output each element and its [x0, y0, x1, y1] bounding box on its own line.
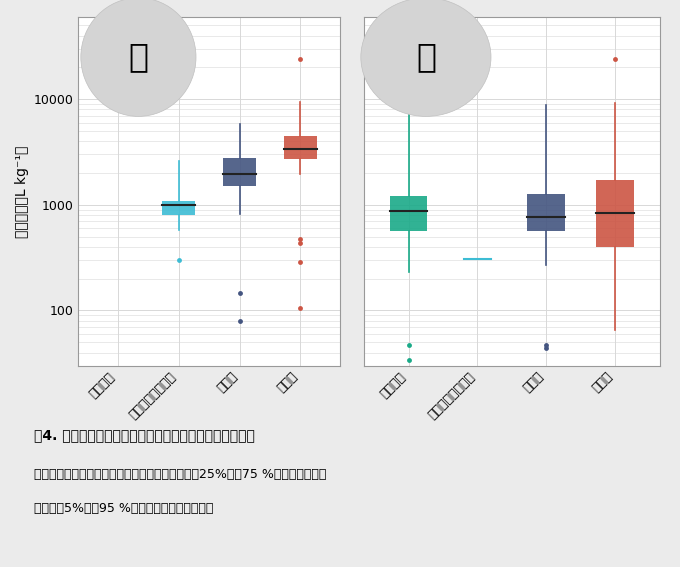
Bar [284, 136, 317, 159]
Text: 湖: 湖 [129, 41, 148, 74]
Y-axis label: 移行係数（L kg⁻¹）: 移行係数（L kg⁻¹） [14, 145, 29, 238]
Bar [223, 158, 256, 186]
Bar [596, 180, 634, 247]
Text: 箱ひげ図の中央の線は中央値、箱の上端と下端は25%点と75 %点、ひげの上端: 箱ひげ図の中央の線は中央値、箱の上端と下端は25%点と75 %点、ひげの上端 [34, 468, 326, 481]
Text: と下端は5%点と95 %点、点は外れ値を表す。: と下端は5%点と95 %点、点は外れ値を表す。 [34, 502, 214, 515]
Ellipse shape [81, 0, 196, 116]
Bar [527, 194, 565, 231]
Bar [390, 196, 428, 231]
Bar [162, 201, 195, 215]
Text: 図4. 湖と河川における淡水魚の放射性セシウム移行係数: 図4. 湖と河川における淡水魚の放射性セシウム移行係数 [34, 428, 255, 442]
Ellipse shape [361, 0, 491, 116]
Text: 川: 川 [416, 41, 436, 74]
